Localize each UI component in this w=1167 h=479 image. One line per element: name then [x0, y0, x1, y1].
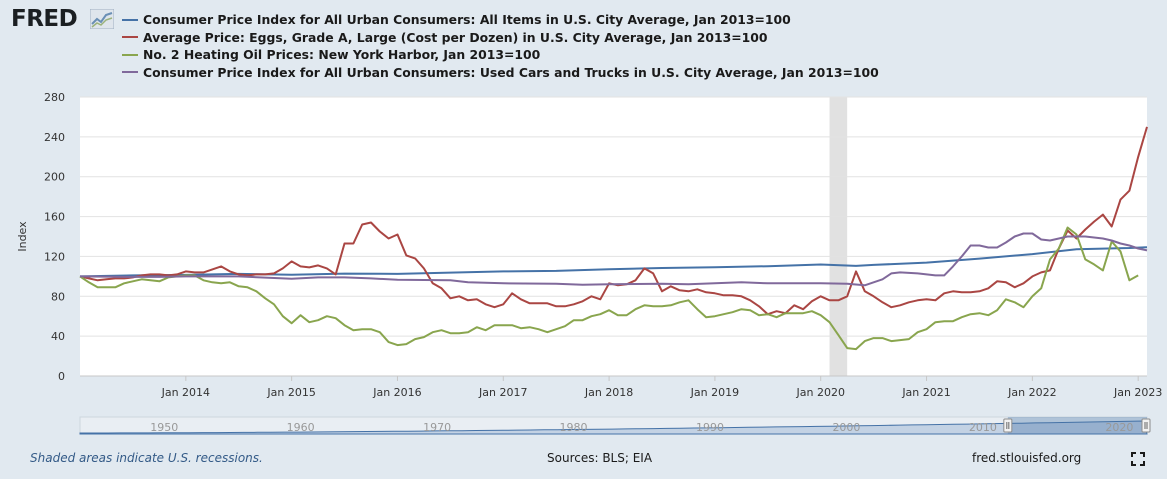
legend-label: Consumer Price Index for All Urban Consu… [143, 64, 879, 80]
legend-item-4[interactable]: Consumer Price Index for All Urban Consu… [122, 64, 879, 82]
x-tick-label: Jan 2019 [690, 386, 739, 399]
legend-swatch [122, 71, 138, 74]
y-tick-label: 40 [51, 330, 65, 343]
recession-note: Shaded areas indicate U.S. recessions. [30, 451, 263, 465]
legend-label: Consumer Price Index for All Urban Consu… [143, 12, 791, 28]
y-tick-label: 120 [44, 250, 65, 263]
sources-text: Sources: BLS; EIA [547, 451, 653, 465]
y-tick-label: 240 [44, 131, 65, 144]
legend-label: Average Price: Eggs, Grade A, Large (Cos… [143, 29, 768, 45]
legend-item-2[interactable]: Average Price: Eggs, Grade A, Large (Cos… [122, 29, 879, 47]
x-tick-label: Jan 2021 [901, 386, 950, 399]
series-line-4[interactable] [79, 232, 1148, 287]
navigator-selection[interactable] [1007, 417, 1147, 434]
navigator-year-label: 1990 [696, 421, 724, 434]
series-line-3[interactable] [79, 226, 1139, 351]
recession-shade [829, 97, 848, 376]
legend-swatch [122, 36, 138, 39]
fred-chart-logo-icon [90, 9, 114, 29]
y-axis-label: Index [16, 221, 29, 252]
x-tick-label: Jan 2014 [161, 386, 210, 399]
navigator-year-label: 1950 [150, 421, 178, 434]
navigator-year-label: 1970 [423, 421, 451, 434]
legend-swatch [122, 18, 138, 21]
series-line-1[interactable] [79, 246, 1148, 278]
navigator-year-label: 1960 [287, 421, 315, 434]
legend-item-3[interactable]: No. 2 Heating Oil Prices: New York Harbo… [122, 46, 879, 64]
legend-swatch [122, 53, 138, 56]
fred-logo-text[interactable]: FRED [11, 6, 78, 32]
x-tick-label: Jan 2023 [1113, 386, 1162, 399]
y-tick-label: 0 [58, 370, 65, 383]
y-tick-label: 160 [44, 211, 65, 224]
x-tick-label: Jan 2020 [796, 386, 845, 399]
chart-legend: Consumer Price Index for All Urban Consu… [122, 11, 879, 81]
navigator-series [79, 420, 1148, 435]
x-tick-label: Jan 2017 [478, 386, 527, 399]
fullscreen-icon[interactable] [1131, 452, 1145, 466]
navigator-year-label: 2020 [1105, 421, 1133, 434]
navigator-year-label: 2000 [832, 421, 860, 434]
y-tick-label: 80 [51, 290, 65, 303]
x-tick-label: Jan 2018 [584, 386, 633, 399]
navigator-left-handle[interactable] [1003, 418, 1013, 433]
navigator-year-label: 2010 [969, 421, 997, 434]
y-tick-label: 280 [44, 91, 65, 104]
navigator-year-label: 1980 [560, 421, 588, 434]
x-tick-label: Jan 2022 [1007, 386, 1056, 399]
navigator-right-handle[interactable] [1141, 418, 1151, 433]
time-navigator[interactable] [79, 416, 1151, 435]
plot-background [80, 97, 1147, 376]
y-tick-label: 200 [44, 171, 65, 184]
x-tick-label: Jan 2015 [266, 386, 315, 399]
legend-item-1[interactable]: Consumer Price Index for All Urban Consu… [122, 11, 879, 29]
legend-label: No. 2 Heating Oil Prices: New York Harbo… [143, 47, 541, 63]
site-link[interactable]: fred.stlouisfed.org [972, 451, 1082, 465]
x-tick-label: Jan 2016 [372, 386, 421, 399]
